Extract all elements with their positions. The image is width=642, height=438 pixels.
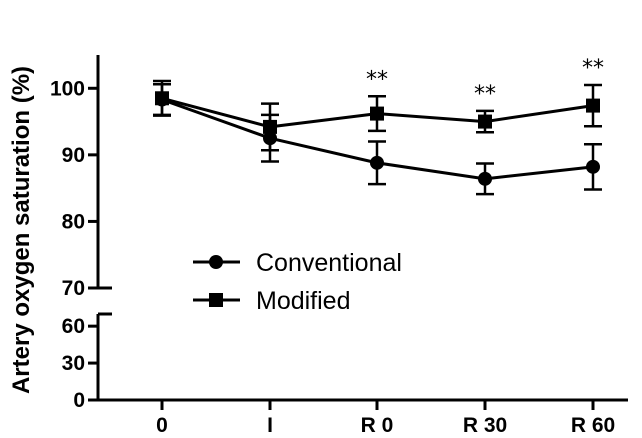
y-tick-label: 80 <box>62 210 85 233</box>
data-point <box>586 159 600 174</box>
y-tick-label: 90 <box>62 144 85 167</box>
x-tick-label: R 0 <box>361 414 394 437</box>
y-tick-label: 60 <box>62 315 85 338</box>
data-point <box>586 98 600 113</box>
x-tick-label: R 30 <box>463 414 507 437</box>
y-tick-label: 70 <box>62 277 85 300</box>
axes <box>96 55 628 402</box>
y-axis-label: Artery oxygen saturation (%) <box>8 66 35 394</box>
series <box>153 79 602 196</box>
x-tick-label: R 60 <box>571 414 615 437</box>
annotations: ** ** ** <box>366 56 604 107</box>
data-point <box>155 91 169 106</box>
legend-marker <box>209 255 223 269</box>
series-modified <box>153 79 602 152</box>
legend-marker <box>209 293 223 307</box>
legend-item-conventional: Conventional <box>193 249 402 277</box>
data-point <box>263 119 277 134</box>
data-point <box>370 155 384 170</box>
x-tick-label: 0 <box>156 414 168 437</box>
y-tick-label: 100 <box>50 77 85 100</box>
significance-marker: ** <box>366 67 388 92</box>
x-tick-label: I <box>267 414 273 437</box>
y-tick-label: 30 <box>62 352 85 375</box>
data-point <box>478 171 492 186</box>
data-point <box>370 106 384 121</box>
data-point <box>478 114 492 129</box>
legend: Conventional Modified <box>193 249 402 315</box>
legend-label: Modified <box>256 287 351 315</box>
legend-item-modified: Modified <box>193 287 351 315</box>
significance-marker: ** <box>474 82 496 107</box>
significance-marker: ** <box>582 56 604 81</box>
ticks: 0 30 60 70 80 90 100 0 I R 0 R 30 R 60 <box>50 77 615 437</box>
y-tick-label: 0 <box>73 389 85 412</box>
legend-label: Conventional <box>256 249 402 277</box>
